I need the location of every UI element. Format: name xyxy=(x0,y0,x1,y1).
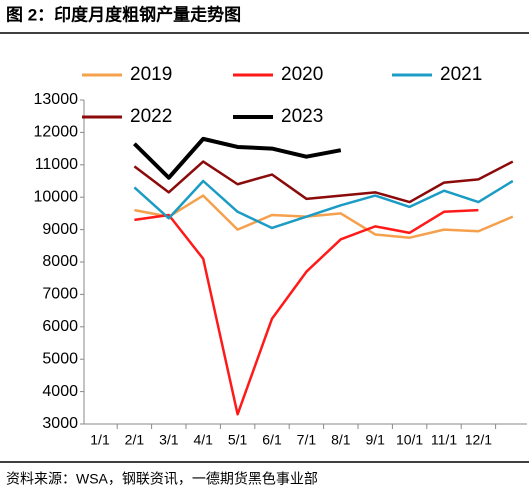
y-tick-label: 5000 xyxy=(42,350,78,367)
x-tick-label: 1/1 xyxy=(90,432,110,448)
series-line xyxy=(134,208,479,416)
y-tick-label: 8000 xyxy=(42,253,78,270)
x-tick-label: 11/1 xyxy=(431,432,457,448)
x-tick-label: 2/1 xyxy=(125,432,145,448)
y-tick-label: 13000 xyxy=(34,91,79,108)
y-tick-label: 6000 xyxy=(42,318,78,335)
chart-title: 图 2：印度月度粗钢产量走势图 xyxy=(6,4,241,24)
y-tick-label: 7000 xyxy=(42,286,78,303)
series-line xyxy=(133,179,514,230)
x-tick-label: 12/1 xyxy=(465,432,492,448)
legend-label: 2021 xyxy=(440,64,482,85)
series-line xyxy=(132,136,342,180)
legend-label: 2022 xyxy=(130,106,172,127)
x-tick-label: 3/1 xyxy=(159,432,179,448)
x-tick-label: 9/1 xyxy=(365,432,385,448)
y-tick-label: 3000 xyxy=(42,415,78,432)
legend-label: 2019 xyxy=(130,64,172,85)
y-tick-label: 12000 xyxy=(34,124,79,141)
x-tick-label: 7/1 xyxy=(297,432,317,448)
y-tick-label: 9000 xyxy=(42,221,78,238)
series-line xyxy=(134,194,514,239)
x-tick-label: 10/1 xyxy=(396,432,423,448)
x-tick-label: 8/1 xyxy=(331,432,351,448)
legend-label: 2023 xyxy=(281,106,323,127)
x-tick-label: 5/1 xyxy=(228,432,248,448)
y-tick-label: 4000 xyxy=(42,383,78,400)
x-tick-label: 4/1 xyxy=(193,432,213,448)
series-line xyxy=(133,160,514,204)
x-tick-label: 6/1 xyxy=(262,432,282,448)
y-tick-label: 11000 xyxy=(35,156,78,173)
source-note: 资料来源：WSA，钢联资讯，一德期货黑色事业部 xyxy=(6,471,318,487)
y-tick-label: 10000 xyxy=(34,188,79,205)
legend-label: 2020 xyxy=(281,64,323,85)
